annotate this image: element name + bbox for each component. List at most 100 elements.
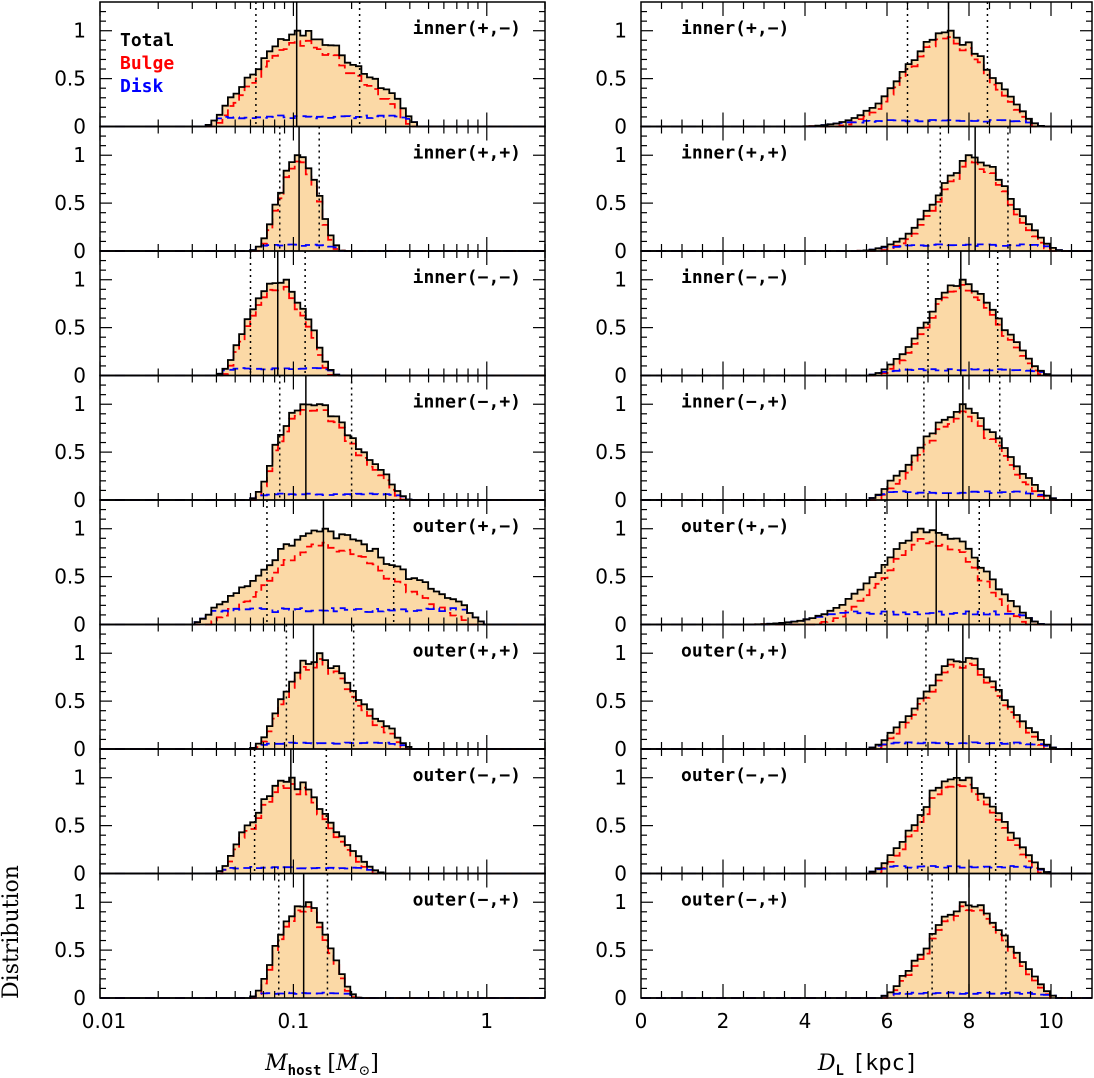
total-fill xyxy=(641,777,1092,874)
y-tick-label: 1 xyxy=(614,641,627,665)
panel-label: outer(+,+) xyxy=(681,641,789,662)
panel-label: outer(−,+) xyxy=(413,890,521,911)
x-tick-label: 6 xyxy=(881,1009,894,1033)
bulge-series-line xyxy=(100,541,545,626)
y-tick-label: 0 xyxy=(73,737,86,761)
total-fill xyxy=(641,30,1092,127)
disk-series-line xyxy=(100,243,545,252)
y-tick-label: 0 xyxy=(73,986,86,1010)
x-title-left-main: M xyxy=(264,1051,288,1076)
y-axis-title: Distribution xyxy=(0,865,24,999)
y-tick-label: 0 xyxy=(614,613,627,637)
y-tick-label: 0 xyxy=(73,613,86,637)
y-tick-label: 1 xyxy=(73,268,86,292)
y-tick-label: 0 xyxy=(73,862,86,886)
panel-right-2: 0 0.5 1 inner(+,+) xyxy=(595,125,1093,263)
panel-left-2: 0 0.5 1 inner(+,+) xyxy=(54,125,546,263)
y-tick-label: 0.5 xyxy=(595,316,627,340)
y-tick-label: 1 xyxy=(614,392,627,416)
total-series-line xyxy=(100,527,545,626)
y-tick-label: 1 xyxy=(614,890,627,914)
y-tick-label: 0.5 xyxy=(595,938,627,962)
panel-label: inner(−,+) xyxy=(413,392,521,413)
x-title-left-sub: host xyxy=(288,1063,322,1078)
y-tick-label: 1 xyxy=(614,268,627,292)
y-tick-label: 0 xyxy=(614,986,627,1010)
right-column-plots: 0 0.5 1 inner(+,−) 0 0.5 1 inner(+,+) 0 0.5 1 inner… xyxy=(595,1,1093,1033)
y-tick-label: 0 xyxy=(73,488,86,512)
total-fill xyxy=(100,777,545,874)
panel-left-3: 0 0.5 1 inner(−,−) xyxy=(54,250,546,388)
panel-right-7: 0 0.5 1 outer(−,−) xyxy=(595,748,1093,886)
y-tick-label: 0.5 xyxy=(54,565,86,589)
x-tick-label: 0 xyxy=(635,1009,648,1033)
bulge-series-line xyxy=(641,284,1092,377)
total-fill xyxy=(100,653,545,749)
y-tick-label: 0 xyxy=(73,115,86,139)
y-tick-label: 0 xyxy=(73,364,86,388)
x-tick-label: 10 xyxy=(1038,1009,1063,1033)
legend-bulge: Bulge xyxy=(120,53,174,74)
y-tick-label: 0.5 xyxy=(54,689,86,713)
y-tick-label: 0.5 xyxy=(595,440,627,464)
total-fill xyxy=(100,528,545,625)
panel-label: outer(+,+) xyxy=(413,641,521,662)
x-tick-label: 2 xyxy=(717,1009,730,1033)
panel-left-5: 0 0.5 1 outer(+,−) xyxy=(54,499,546,637)
panel-label: outer(−,+) xyxy=(681,890,789,911)
x-tick-label: 8 xyxy=(963,1009,976,1033)
y-tick-label: 0.5 xyxy=(595,814,627,838)
total-fill xyxy=(641,658,1092,749)
panel-left-8: 0 0.5 1 outer(−,+) 0.01 0.1 1 xyxy=(54,872,546,1033)
total-fill xyxy=(641,902,1092,998)
panel-label: inner(−,−) xyxy=(413,267,521,288)
total-fill xyxy=(641,528,1092,625)
y-tick-label: 0.5 xyxy=(54,814,86,838)
y-tick-label: 1 xyxy=(614,766,627,790)
legend: Total Bulge Disk xyxy=(120,30,174,97)
y-tick-label: 1 xyxy=(614,19,627,43)
panel-left-6: 0 0.5 1 outer(+,+) xyxy=(54,623,546,761)
y-tick-label: 0 xyxy=(614,737,627,761)
left-column-plots: 0 0.5 1 inner(+,−) 0 0.5 1 inner(+,+) 0 0.5 1 inner… xyxy=(54,1,546,1033)
total-series-line xyxy=(100,278,545,377)
y-tick-label: 0 xyxy=(614,115,627,139)
y-tick-label: 0 xyxy=(73,239,86,263)
panel-label: inner(+,−) xyxy=(413,18,521,39)
y-tick-label: 0.5 xyxy=(54,938,86,962)
x-title-left-unit: M xyxy=(335,1051,359,1076)
legend-total: Total xyxy=(120,30,174,51)
x-axis-title-right: DL [kpc] xyxy=(817,1051,918,1078)
total-fill xyxy=(100,404,545,500)
panel-left-7: 0 0.5 1 outer(−,−) xyxy=(54,748,546,886)
total-fill xyxy=(100,30,545,127)
panel-label: outer(+,−) xyxy=(413,516,521,537)
y-tick-label: 1 xyxy=(73,517,86,541)
y-tick-label: 1 xyxy=(614,143,627,167)
total-fill xyxy=(100,902,545,998)
y-tick-label: 1 xyxy=(73,19,86,43)
panel-right-8: 0 0.5 1 outer(−,+) 0 2 4 6 8 10 xyxy=(595,872,1093,1033)
panel-label: outer(+,−) xyxy=(681,516,789,537)
y-tick-label: 0 xyxy=(614,364,627,388)
total-fill xyxy=(641,155,1092,251)
x-title-right-sub: L xyxy=(835,1063,843,1078)
y-tick-label: 0.5 xyxy=(595,67,627,91)
panel-label: inner(+,−) xyxy=(681,18,789,39)
panel-frame xyxy=(99,872,546,999)
panel-left-4: 0 0.5 1 inner(−,+) xyxy=(54,374,546,512)
panel-label: outer(−,−) xyxy=(413,765,521,786)
panel-right-5: 0 0.5 1 outer(+,−) xyxy=(595,499,1093,637)
y-tick-label: 0.5 xyxy=(54,67,86,91)
x-title-right-unit: [kpc] xyxy=(852,1051,918,1076)
y-tick-label: 0 xyxy=(614,488,627,512)
panel-label: inner(−,−) xyxy=(681,267,789,288)
y-tick-label: 1 xyxy=(73,766,86,790)
y-tick-label: 0.5 xyxy=(54,191,86,215)
y-tick-label: 0.5 xyxy=(595,689,627,713)
total-fill xyxy=(641,279,1092,376)
y-tick-label: 1 xyxy=(73,143,86,167)
y-tick-label: 0.5 xyxy=(54,440,86,464)
x-title-right-main: D xyxy=(817,1051,836,1076)
